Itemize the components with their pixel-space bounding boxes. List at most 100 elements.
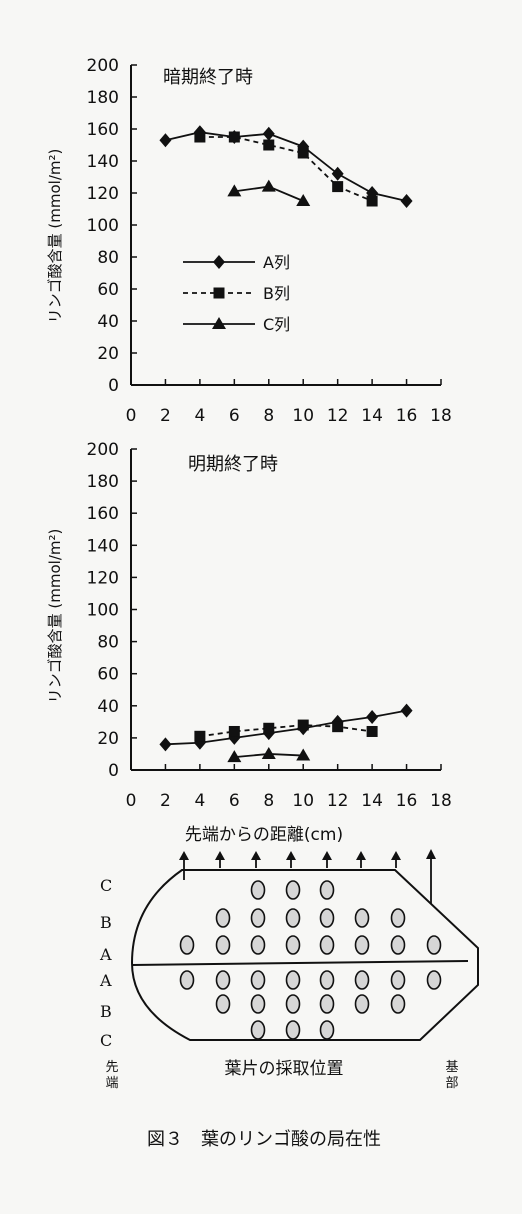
arrow-head — [286, 851, 296, 860]
diamond-marker — [159, 737, 172, 752]
arrow-head — [356, 851, 366, 860]
arrow-head — [179, 851, 189, 860]
y-tick-label: 0 — [108, 376, 119, 396]
sampling-dot — [285, 994, 301, 1014]
triangle-marker — [261, 746, 276, 759]
sampling-dot — [250, 970, 266, 990]
x-tick-label: 14 — [361, 791, 383, 811]
y-tick-label: 120 — [87, 568, 119, 588]
sampling-dot — [354, 970, 370, 990]
y-tick-label: 160 — [87, 120, 119, 140]
arrow-head — [391, 851, 401, 860]
triangle-marker — [296, 194, 311, 206]
sampling-dot — [319, 908, 335, 928]
legend: A列 B列 C列 — [183, 253, 290, 334]
diamond-marker — [400, 194, 413, 208]
y-axis-label: リンゴ酸含量 (mmol/m²) — [46, 149, 64, 324]
square-marker — [297, 719, 309, 731]
vertical-char: 先 — [105, 1060, 118, 1075]
y-tick-label: 0 — [108, 761, 119, 781]
diamond-marker — [366, 710, 379, 725]
diamond-marker — [400, 703, 413, 718]
diamond-marker — [262, 126, 275, 141]
triangle-marker — [296, 748, 311, 761]
diamond-marker — [331, 166, 344, 181]
series-line — [165, 709, 407, 746]
x-tick-label: 0 — [126, 406, 137, 426]
sampling-dot — [319, 880, 335, 900]
leaf-outline — [130, 869, 479, 1041]
x-tick-label: 10 — [292, 406, 314, 426]
sampling-dot — [250, 935, 266, 955]
row-label-c: C — [100, 1031, 112, 1050]
x-tick-label: 8 — [263, 791, 274, 811]
series-line — [165, 131, 407, 202]
arrow-head — [251, 851, 261, 860]
arrow-head — [322, 851, 332, 860]
x-tick-label: 4 — [194, 791, 205, 811]
y-tick-label: 20 — [97, 344, 119, 364]
base-label: 基部 — [445, 1060, 458, 1091]
x-tick-label: 16 — [396, 406, 418, 426]
figure-caption: 図３ 葉のリンゴ酸の局在性 — [147, 1129, 381, 1150]
sampling-dot — [426, 935, 442, 955]
sampling-dot — [354, 908, 370, 928]
tip-label: 先端 — [105, 1060, 118, 1091]
row-label-a: A — [99, 971, 112, 990]
chart-title: 明期終了時 — [188, 454, 278, 475]
chart-title: 暗期終了時 — [163, 67, 253, 88]
square-marker — [263, 722, 275, 734]
y-tick-label: 40 — [97, 697, 119, 717]
row-label-b: B — [100, 1002, 112, 1021]
row-label-a: A — [99, 945, 112, 964]
sampling-dot — [319, 1020, 335, 1040]
sampling-dot — [215, 935, 231, 955]
chart-dark-period: 暗期終了時 リンゴ酸含量 (mmol/m²) 02040608010012014… — [46, 56, 452, 426]
legend-label: A列 — [263, 253, 290, 272]
y-tick-label: 20 — [97, 729, 119, 749]
sampling-dot — [179, 935, 195, 955]
sampling-dot — [390, 994, 406, 1014]
y-tick-label: 140 — [87, 152, 119, 172]
square-marker — [366, 725, 378, 737]
y-tick-label: 180 — [87, 472, 119, 492]
triangle-marker — [227, 184, 242, 197]
sampling-dot — [250, 1020, 266, 1040]
x-tick-label: 2 — [160, 791, 171, 811]
sampling-dot — [215, 994, 231, 1014]
leaf-diagram: C B A A B C 先端 基部 葉片の採取位置 — [99, 849, 479, 1091]
y-tick-label: 120 — [87, 184, 119, 204]
chart-light-period: 明期終了時 リンゴ酸含量 (mmol/m²) 先端からの距離(cm) 02040… — [46, 440, 452, 845]
sampling-dot — [215, 970, 231, 990]
y-tick-label: 180 — [87, 88, 119, 108]
x-tick-label: 0 — [126, 791, 137, 811]
sampling-dot — [285, 970, 301, 990]
y-tick-label: 200 — [87, 440, 119, 460]
square-marker — [194, 730, 206, 742]
sampling-dot — [250, 994, 266, 1014]
vertical-char: 基 — [445, 1060, 458, 1075]
square-marker — [366, 195, 378, 207]
arrow-head — [215, 851, 225, 860]
sampling-dot — [179, 970, 195, 990]
leaf-midrib — [131, 960, 469, 966]
y-axis-label: リンゴ酸含量 (mmol/m²) — [46, 529, 64, 704]
sampling-dot — [250, 880, 266, 900]
square-marker — [228, 725, 240, 737]
vertical-char: 端 — [105, 1076, 118, 1091]
triangle-marker — [261, 179, 276, 192]
x-axis-label: 先端からの距離(cm) — [185, 825, 343, 845]
triangle-marker — [227, 750, 242, 763]
legend-label: C列 — [263, 315, 290, 334]
sampling-positions — [179, 880, 442, 1040]
y-tick-label: 100 — [87, 216, 119, 236]
arrow-head — [426, 849, 436, 859]
sampling-dot — [390, 908, 406, 928]
series-line — [199, 724, 373, 738]
row-label-b: B — [100, 913, 112, 932]
square-marker — [332, 181, 344, 193]
x-tick-label: 12 — [327, 791, 349, 811]
sampling-dot — [285, 935, 301, 955]
